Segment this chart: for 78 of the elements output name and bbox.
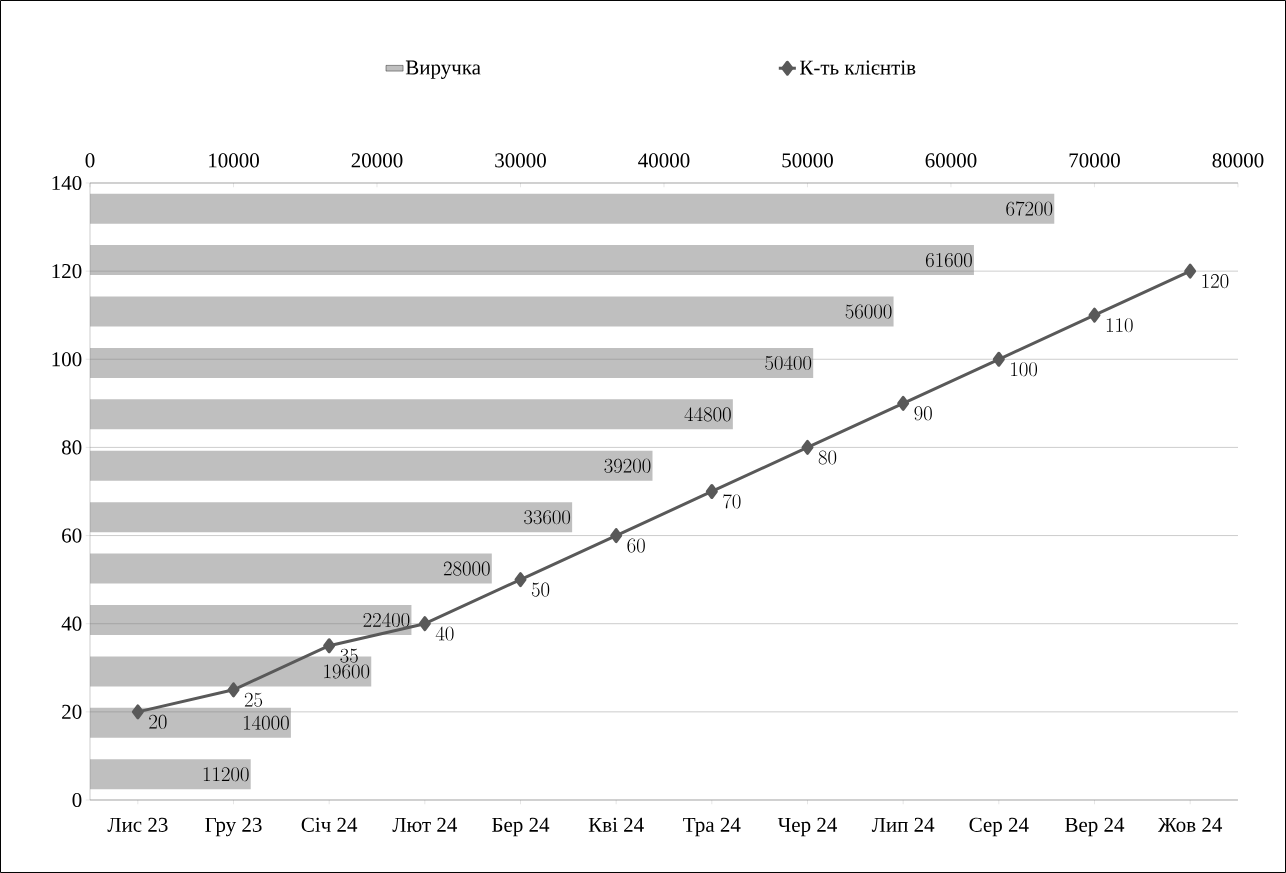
x-tick-label: Чер 24 — [777, 817, 838, 837]
y-tick-label: 20 — [62, 704, 82, 719]
point — [1184, 263, 1197, 279]
x-tick-label: Кві 24 — [588, 817, 644, 832]
data-label: 25 — [244, 692, 263, 707]
y-tick-label: 80 — [62, 440, 82, 455]
bar — [90, 759, 251, 790]
point — [514, 572, 527, 588]
x-tick-label: 60000 — [925, 153, 977, 168]
data-label: 14000 — [243, 715, 289, 730]
y-tick-label: 60 — [62, 528, 82, 543]
data-label: 19600 — [324, 664, 370, 679]
x-tick-label: Жов 24 — [1157, 817, 1223, 832]
x-tick-label: Сер 24 — [969, 817, 1029, 837]
x-tick-label: 20000 — [351, 153, 403, 168]
data-label: 11200 — [203, 767, 249, 782]
bar — [90, 553, 492, 584]
bar — [90, 193, 1055, 224]
data-label: 50 — [531, 582, 550, 597]
x-tick-label: Тра 24 — [683, 817, 741, 837]
data-label: 50400 — [765, 355, 812, 370]
x-tick-label: Лют 24 — [392, 817, 458, 832]
data-label: 70 — [723, 494, 741, 509]
y-tick-label: 120 — [52, 264, 82, 279]
point — [610, 528, 623, 544]
data-label: 120 — [1202, 274, 1229, 289]
bar — [90, 605, 412, 636]
data-label: 56000 — [845, 304, 892, 319]
x-tick-label: Лис 23 — [107, 817, 168, 832]
data-label: 28000 — [443, 561, 490, 576]
x-tick-label: 0 — [85, 153, 95, 168]
legend-label: Виручка — [405, 60, 481, 79]
data-label: 39200 — [604, 458, 651, 473]
data-label: 22400 — [363, 612, 410, 628]
x-tick-label: Січ 24 — [301, 817, 358, 832]
x-tick-label: 10000 — [209, 153, 259, 168]
bar — [90, 399, 733, 430]
bar — [90, 450, 653, 481]
point — [1088, 307, 1101, 323]
x-tick-label: Лип 24 — [871, 817, 935, 832]
data-label: 80 — [818, 450, 837, 465]
x-tick-label: Гру 23 — [205, 817, 262, 837]
bar — [90, 502, 573, 533]
data-label: 33600 — [524, 510, 571, 525]
y-tick-label: 140 — [52, 175, 82, 191]
x-tick-label: 30000 — [495, 153, 546, 168]
y-tick-label: 0 — [72, 792, 82, 808]
point — [323, 638, 336, 654]
x-tick-label: 70000 — [1069, 153, 1120, 168]
point — [801, 439, 814, 455]
x-tick-label: 50000 — [782, 153, 833, 168]
point — [131, 704, 144, 720]
x-tick-label: Бер 24 — [492, 817, 550, 837]
data-label: 90 — [914, 406, 932, 421]
bar — [90, 296, 894, 327]
data-label: 61600 — [925, 253, 972, 268]
data-label: 67200 — [1006, 201, 1053, 216]
x-tick-label: 40000 — [638, 153, 690, 168]
data-label: 35 — [340, 648, 358, 663]
y-tick-label: 40 — [61, 616, 82, 631]
point — [227, 682, 240, 698]
data-label: 40 — [435, 626, 454, 641]
x-tick-label: 80000 — [1212, 153, 1264, 168]
data-label: 100 — [1011, 362, 1038, 377]
bar — [90, 707, 291, 738]
y-tick-label: 100 — [52, 352, 82, 367]
data-label: 44800 — [684, 407, 731, 422]
data-label: 110 — [1106, 318, 1133, 333]
bar — [90, 245, 974, 276]
point — [897, 395, 910, 411]
bar — [90, 347, 814, 378]
legend-label: К-ть клієнтів — [799, 60, 916, 75]
point — [418, 616, 431, 632]
point — [705, 483, 718, 499]
data-label: 60 — [627, 538, 645, 553]
x-tick-label: Вер 24 — [1065, 817, 1125, 837]
data-label: 20 — [149, 714, 167, 729]
point — [992, 351, 1005, 367]
